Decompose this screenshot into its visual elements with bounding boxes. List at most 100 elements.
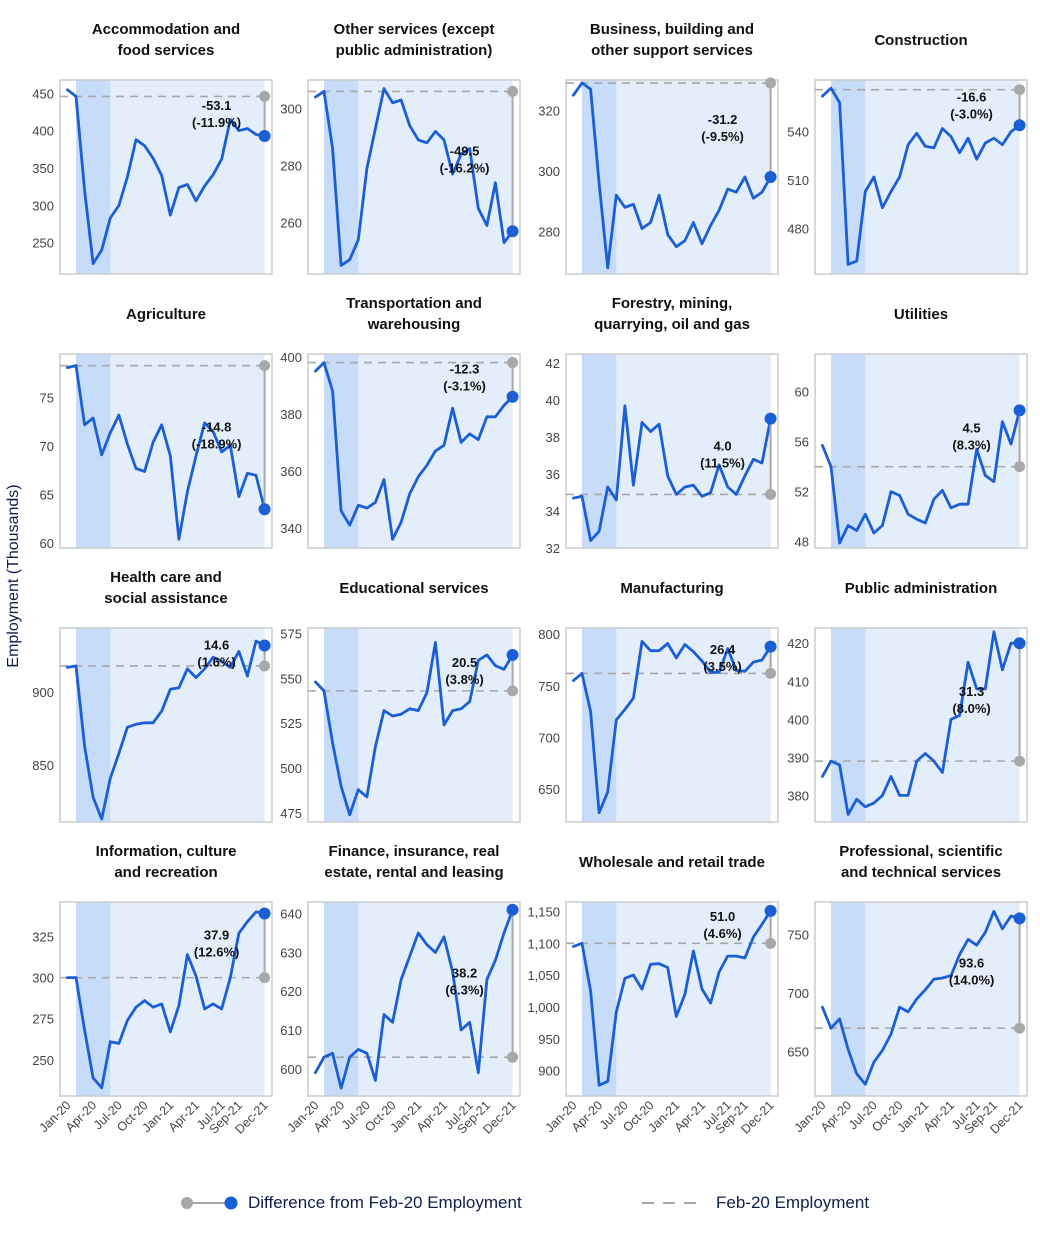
panel-title: social assistance <box>104 590 227 607</box>
legend-item-baseline: Feb-20 Employment <box>640 1188 869 1218</box>
series-line <box>314 361 515 541</box>
y-tick-label: 900 <box>538 1064 560 1079</box>
difference-label: (1.6%) <box>197 655 235 670</box>
y-tick-label: 450 <box>32 86 54 101</box>
difference-label: 37.9 <box>204 928 229 943</box>
series-line <box>572 909 773 1087</box>
shade-dark <box>323 902 359 1096</box>
y-tick-label: 750 <box>538 679 560 694</box>
y-tick-label: 850 <box>32 758 54 773</box>
y-tick-label: 575 <box>280 626 302 641</box>
y-tick-label: 400 <box>280 350 302 365</box>
panel-title: quarrying, oil and gas <box>594 316 750 333</box>
y-tick-label: 300 <box>32 971 54 986</box>
shade-dark <box>581 628 617 822</box>
end-marker <box>764 640 777 653</box>
shade-dark <box>581 902 617 1096</box>
y-tick-label: 350 <box>32 161 54 176</box>
panel-title: Information, culture <box>96 843 237 860</box>
y-tick-label: 650 <box>787 1045 809 1060</box>
panel-forestry-mining-quarrying-oil-and-gas: Forestry, mining, quarrying, oil and gas 3… <box>546 295 779 556</box>
difference-label: 93.6 <box>959 955 984 970</box>
baseline-marker <box>507 1051 519 1063</box>
end-marker <box>506 225 519 238</box>
y-tick-label: 630 <box>280 945 302 960</box>
y-tick-label: 950 <box>538 1032 560 1047</box>
y-tick-label: 32 <box>546 541 560 556</box>
y-tick-label: 750 <box>787 928 809 943</box>
series-line <box>821 408 1022 545</box>
y-tick-label: 420 <box>787 636 809 651</box>
series-line <box>314 87 515 267</box>
panel-title: Finance, insurance, real <box>329 843 500 860</box>
panel-title: Manufacturing <box>620 580 723 597</box>
y-tick-label: 500 <box>280 761 302 776</box>
panel-title: Professional, scientific <box>839 843 1002 860</box>
difference-label: -14.8 <box>202 419 232 434</box>
difference-label: 51.0 <box>710 909 735 924</box>
panel-frame <box>307 79 521 275</box>
end-marker <box>1013 637 1026 650</box>
series-line <box>572 81 773 270</box>
end-marker <box>764 171 777 183</box>
panel-manufacturing: Manufacturing 650 700 750 800 26.4 (3.5%) <box>538 580 779 823</box>
end-marker <box>1013 404 1026 417</box>
series-line <box>314 908 515 1090</box>
panel-accommodation-and-food-services: Accommodation and food services 250 300 350 4… <box>32 21 273 275</box>
difference-label: (4.6%) <box>703 926 741 941</box>
y-tick-label: 510 <box>787 173 809 188</box>
baseline-marker <box>1014 755 1026 767</box>
baseline-marker <box>259 90 271 102</box>
panel-information-culture-and-recreation: Information, culture and recreation 250 275… <box>32 843 273 1137</box>
y-tick-label: 280 <box>538 225 560 240</box>
panel-frame <box>814 79 1028 275</box>
panel-educational-services: Educational services 475 500 525 550 575 20.5 (… <box>280 580 521 823</box>
panel-title: public administration) <box>336 42 493 59</box>
difference-label: (-11.9%) <box>192 115 241 130</box>
difference-label: (-18.9%) <box>192 436 242 451</box>
panel-business-building-and-other-support-services: Business, building and other support serv… <box>538 21 779 275</box>
panel-title: Construction <box>874 32 967 49</box>
panel-title: Utilities <box>894 306 948 323</box>
y-tick-label: 325 <box>32 930 54 945</box>
baseline-marker <box>507 685 519 697</box>
shade-dark <box>581 354 617 548</box>
legend-label-baseline: Feb-20 Employment <box>716 1193 870 1212</box>
panel-frame <box>814 353 1028 549</box>
series-line <box>821 86 1022 266</box>
panel-finance-insurance-real-estate-rental-and-leasing: Finance, insurance, real estate, rental a… <box>280 843 521 1137</box>
end-marker <box>764 904 777 917</box>
difference-label: -49.5 <box>450 143 480 158</box>
panel-title: Educational services <box>339 580 488 597</box>
panel-agriculture: Agriculture 60 65 70 75 -14.8 (-18.9%) <box>40 306 273 551</box>
y-tick-label: 400 <box>787 712 809 727</box>
series-line <box>66 88 267 266</box>
y-tick-label: 610 <box>280 1023 302 1038</box>
y-tick-label: 70 <box>40 439 54 454</box>
y-tick-label: 1,150 <box>527 905 560 920</box>
difference-legend-icon <box>181 1196 238 1210</box>
difference-label: 38.2 <box>452 965 477 980</box>
difference-label: 20.5 <box>452 655 477 670</box>
difference-label: (14.0%) <box>949 972 995 987</box>
y-tick-label: 300 <box>32 198 54 213</box>
baseline-marker <box>765 667 777 679</box>
end-marker <box>258 639 271 652</box>
end-marker <box>1013 119 1026 132</box>
panel-frame <box>307 353 521 549</box>
difference-label: 4.0 <box>714 439 732 454</box>
y-tick-label: 390 <box>787 750 809 765</box>
y-tick-label: 250 <box>32 236 54 251</box>
panel-title: Agriculture <box>126 306 206 323</box>
y-tick-label: 42 <box>546 356 560 371</box>
y-tick-label: 36 <box>546 467 560 482</box>
shade-dark <box>75 80 111 274</box>
difference-label: (11.5%) <box>700 456 745 471</box>
panel-frame <box>307 901 521 1097</box>
baseline-marker <box>1014 1022 1026 1034</box>
end-marker <box>1013 912 1026 925</box>
difference-label: 31.3 <box>959 684 984 699</box>
y-axis-label: Employment (Thousands) <box>5 484 22 667</box>
difference-label: -16.6 <box>957 89 987 104</box>
panel-title: Forestry, mining, <box>612 295 733 312</box>
